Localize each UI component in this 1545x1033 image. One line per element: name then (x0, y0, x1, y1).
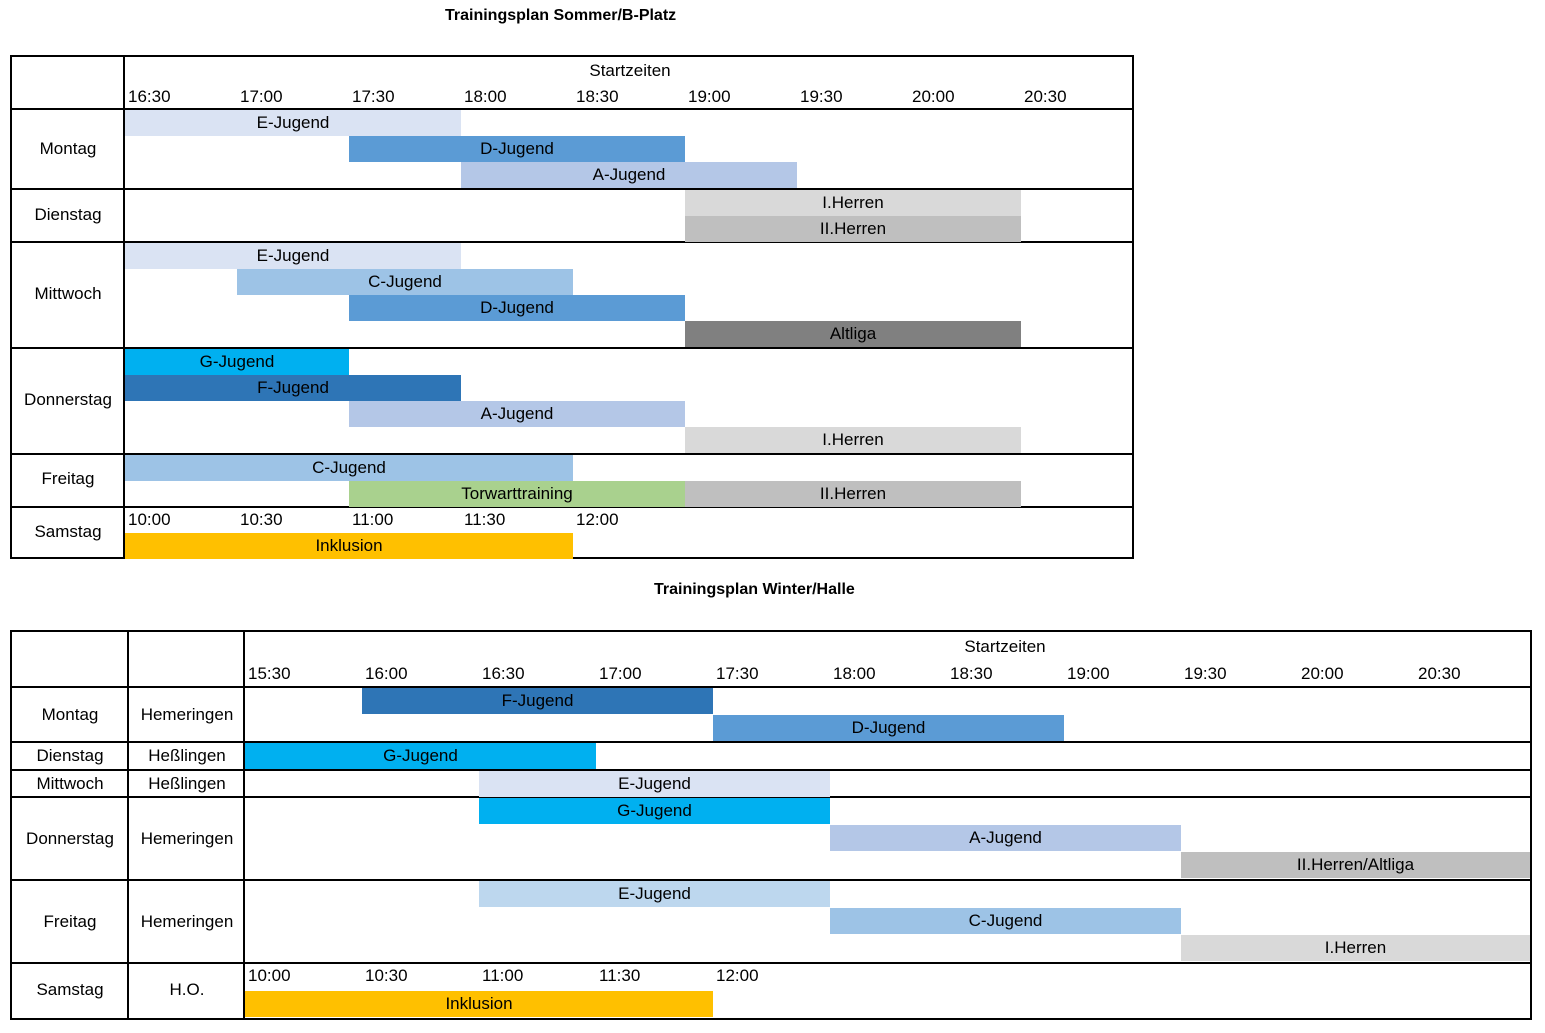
summer-time-label: 20:00 (912, 87, 955, 106)
winter-header-divider (12, 686, 1530, 688)
session-bar: E-Jugend (479, 771, 830, 797)
winter-time-label: 18:00 (833, 664, 876, 683)
winter-time-label: 17:30 (716, 664, 759, 683)
winter-day-label: Freitag (43, 912, 97, 931)
winter-time-label: 18:30 (950, 664, 993, 683)
session-bar: I.Herren (685, 190, 1021, 216)
summer-time-label: 19:30 (800, 87, 843, 106)
session-bar: F-Jugend (125, 375, 461, 401)
summer-saturday-time: 10:30 (240, 510, 283, 529)
winter-row-divider (12, 962, 1530, 964)
session-bar: Torwarttraining (349, 481, 685, 507)
summer-saturday-time: 11:30 (464, 510, 506, 529)
winter-row-divider (12, 769, 1530, 771)
summer-time-label: 20:30 (1024, 87, 1067, 106)
summer-time-label: 19:00 (688, 87, 731, 106)
session-bar: E-Jugend (125, 243, 461, 269)
summer-saturday-time: 12:00 (576, 510, 619, 529)
winter-location-label: Hemeringen (140, 705, 234, 724)
session-bar: II.Herren (685, 481, 1021, 507)
winter-location-label: Heßlingen (148, 746, 226, 765)
summer-row-divider (12, 506, 1132, 508)
winter-location-label: Hemeringen (140, 912, 234, 931)
winter-location-label: Hemeringen (140, 829, 234, 848)
session-bar: Altliga (685, 321, 1021, 347)
summer-day-label: Freitag (41, 469, 95, 488)
winter-day-label: Samstag (36, 980, 104, 999)
winter-day-label: Montag (41, 705, 99, 724)
summer-row-divider (12, 347, 1132, 349)
summer-title: Trainingsplan Sommer/B-Platz (445, 7, 677, 24)
session-bar: E-Jugend (479, 881, 830, 907)
summer-table: Startzeiten 16:30 17:00 17:30 18:00 18:3… (10, 55, 1134, 559)
winter-saturday-time: 12:00 (716, 966, 759, 985)
session-bar: G-Jugend (245, 743, 596, 769)
session-bar: Inklusion (245, 991, 713, 1017)
winter-day-label: Mittwoch (36, 774, 104, 793)
summer-day-label: Dienstag (34, 205, 102, 224)
summer-saturday-time: 10:00 (128, 510, 171, 529)
session-bar: C-Jugend (830, 908, 1181, 934)
winter-time-label: 16:00 (365, 664, 408, 683)
summer-header-label: Startzeiten (589, 61, 671, 80)
winter-title: Trainingsplan Winter/Halle (654, 581, 855, 598)
summer-row-divider (12, 188, 1132, 190)
session-bar: C-Jugend (125, 455, 573, 481)
session-bar: A-Jugend (349, 401, 685, 427)
summer-time-label: 17:30 (352, 87, 395, 106)
winter-saturday-time: 11:30 (599, 966, 641, 985)
winter-day-divider (127, 632, 129, 1018)
summer-saturday-time: 11:00 (352, 510, 394, 529)
winter-row-divider (12, 796, 1530, 798)
winter-time-label: 20:30 (1418, 664, 1461, 683)
winter-table: Startzeiten 15:30 16:00 16:30 17:00 17:3… (10, 630, 1532, 1020)
winter-time-label: 15:30 (248, 664, 291, 683)
summer-day-label: Mittwoch (34, 284, 102, 303)
winter-day-label: Donnerstag (26, 829, 114, 848)
session-bar: D-Jugend (349, 136, 685, 162)
session-bar: A-Jugend (830, 825, 1181, 851)
session-bar: D-Jugend (713, 715, 1064, 741)
summer-day-label: Montag (39, 139, 97, 158)
session-bar: Inklusion (125, 533, 573, 559)
session-bar: I.Herren (1181, 935, 1530, 961)
winter-saturday-time: 10:30 (365, 966, 408, 985)
winter-location-divider (243, 632, 245, 1018)
winter-location-label: Heßlingen (148, 774, 226, 793)
summer-time-label: 18:00 (464, 87, 507, 106)
summer-time-label: 16:30 (128, 87, 171, 106)
winter-row-divider (12, 741, 1530, 743)
winter-saturday-time: 11:00 (482, 966, 524, 985)
winter-location-label: H.O. (169, 980, 205, 999)
summer-row-divider (12, 453, 1132, 455)
winter-time-label: 20:00 (1301, 664, 1344, 683)
winter-header-label: Startzeiten (964, 637, 1046, 656)
session-bar: I.Herren (685, 427, 1021, 453)
summer-day-label: Donnerstag (24, 390, 112, 409)
session-bar: A-Jugend (461, 162, 797, 188)
session-bar: II.Herren/Altliga (1181, 852, 1530, 878)
winter-time-label: 19:00 (1067, 664, 1110, 683)
summer-time-label: 18:30 (576, 87, 619, 106)
session-bar: D-Jugend (349, 295, 685, 321)
summer-day-label: Samstag (34, 522, 102, 541)
summer-row-divider (12, 241, 1132, 243)
winter-row-divider (12, 879, 1530, 881)
summer-time-label: 17:00 (240, 87, 283, 106)
summer-day-divider (123, 57, 125, 557)
winter-time-label: 19:30 (1184, 664, 1227, 683)
session-bar: II.Herren (685, 216, 1021, 242)
winter-time-label: 17:00 (599, 664, 642, 683)
summer-header-divider (12, 108, 1132, 110)
winter-time-label: 16:30 (482, 664, 525, 683)
session-bar: E-Jugend (125, 110, 461, 136)
winter-saturday-time: 10:00 (248, 966, 291, 985)
session-bar: G-Jugend (125, 349, 349, 375)
winter-day-label: Dienstag (36, 746, 104, 765)
session-bar: G-Jugend (479, 798, 830, 824)
session-bar: C-Jugend (237, 269, 573, 295)
session-bar: F-Jugend (362, 688, 713, 714)
